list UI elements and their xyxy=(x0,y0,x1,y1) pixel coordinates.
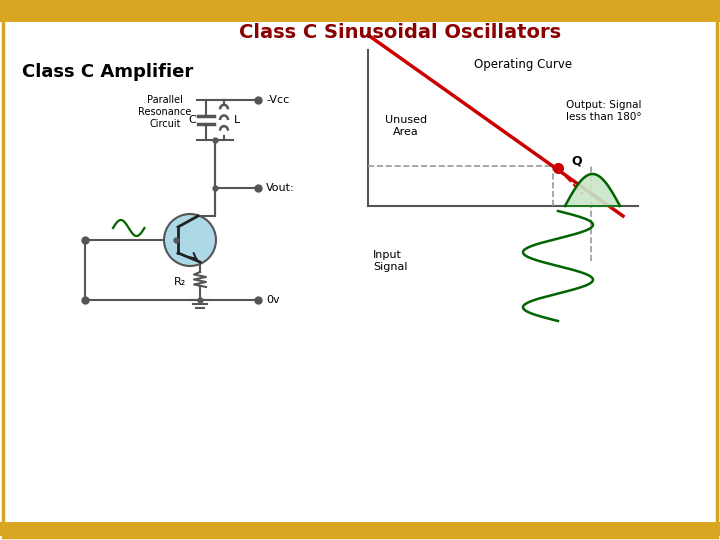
Text: Class C Amplifier: Class C Amplifier xyxy=(22,63,193,81)
Bar xyxy=(0,0,720,22)
Bar xyxy=(0,0,720,20)
Text: Q: Q xyxy=(571,155,582,168)
Text: -Vcc: -Vcc xyxy=(266,95,289,105)
Bar xyxy=(0,522,720,536)
Text: L: L xyxy=(234,115,240,125)
Text: Output: Signal
less than 180°: Output: Signal less than 180° xyxy=(566,100,642,122)
Text: C: C xyxy=(188,115,196,125)
Circle shape xyxy=(164,214,216,266)
Text: Parallel
Resonance
Circuit: Parallel Resonance Circuit xyxy=(138,96,192,129)
Bar xyxy=(0,0,720,22)
Text: 0v: 0v xyxy=(266,295,279,305)
Text: Operating Curve: Operating Curve xyxy=(474,58,572,71)
Text: R₂: R₂ xyxy=(174,277,186,287)
Text: Vout:: Vout: xyxy=(266,183,294,193)
Text: Input
Signal: Input Signal xyxy=(373,250,408,272)
Text: Unused
Area: Unused Area xyxy=(385,115,427,137)
Text: Class C Sinusoidal Oscillators: Class C Sinusoidal Oscillators xyxy=(239,24,561,43)
